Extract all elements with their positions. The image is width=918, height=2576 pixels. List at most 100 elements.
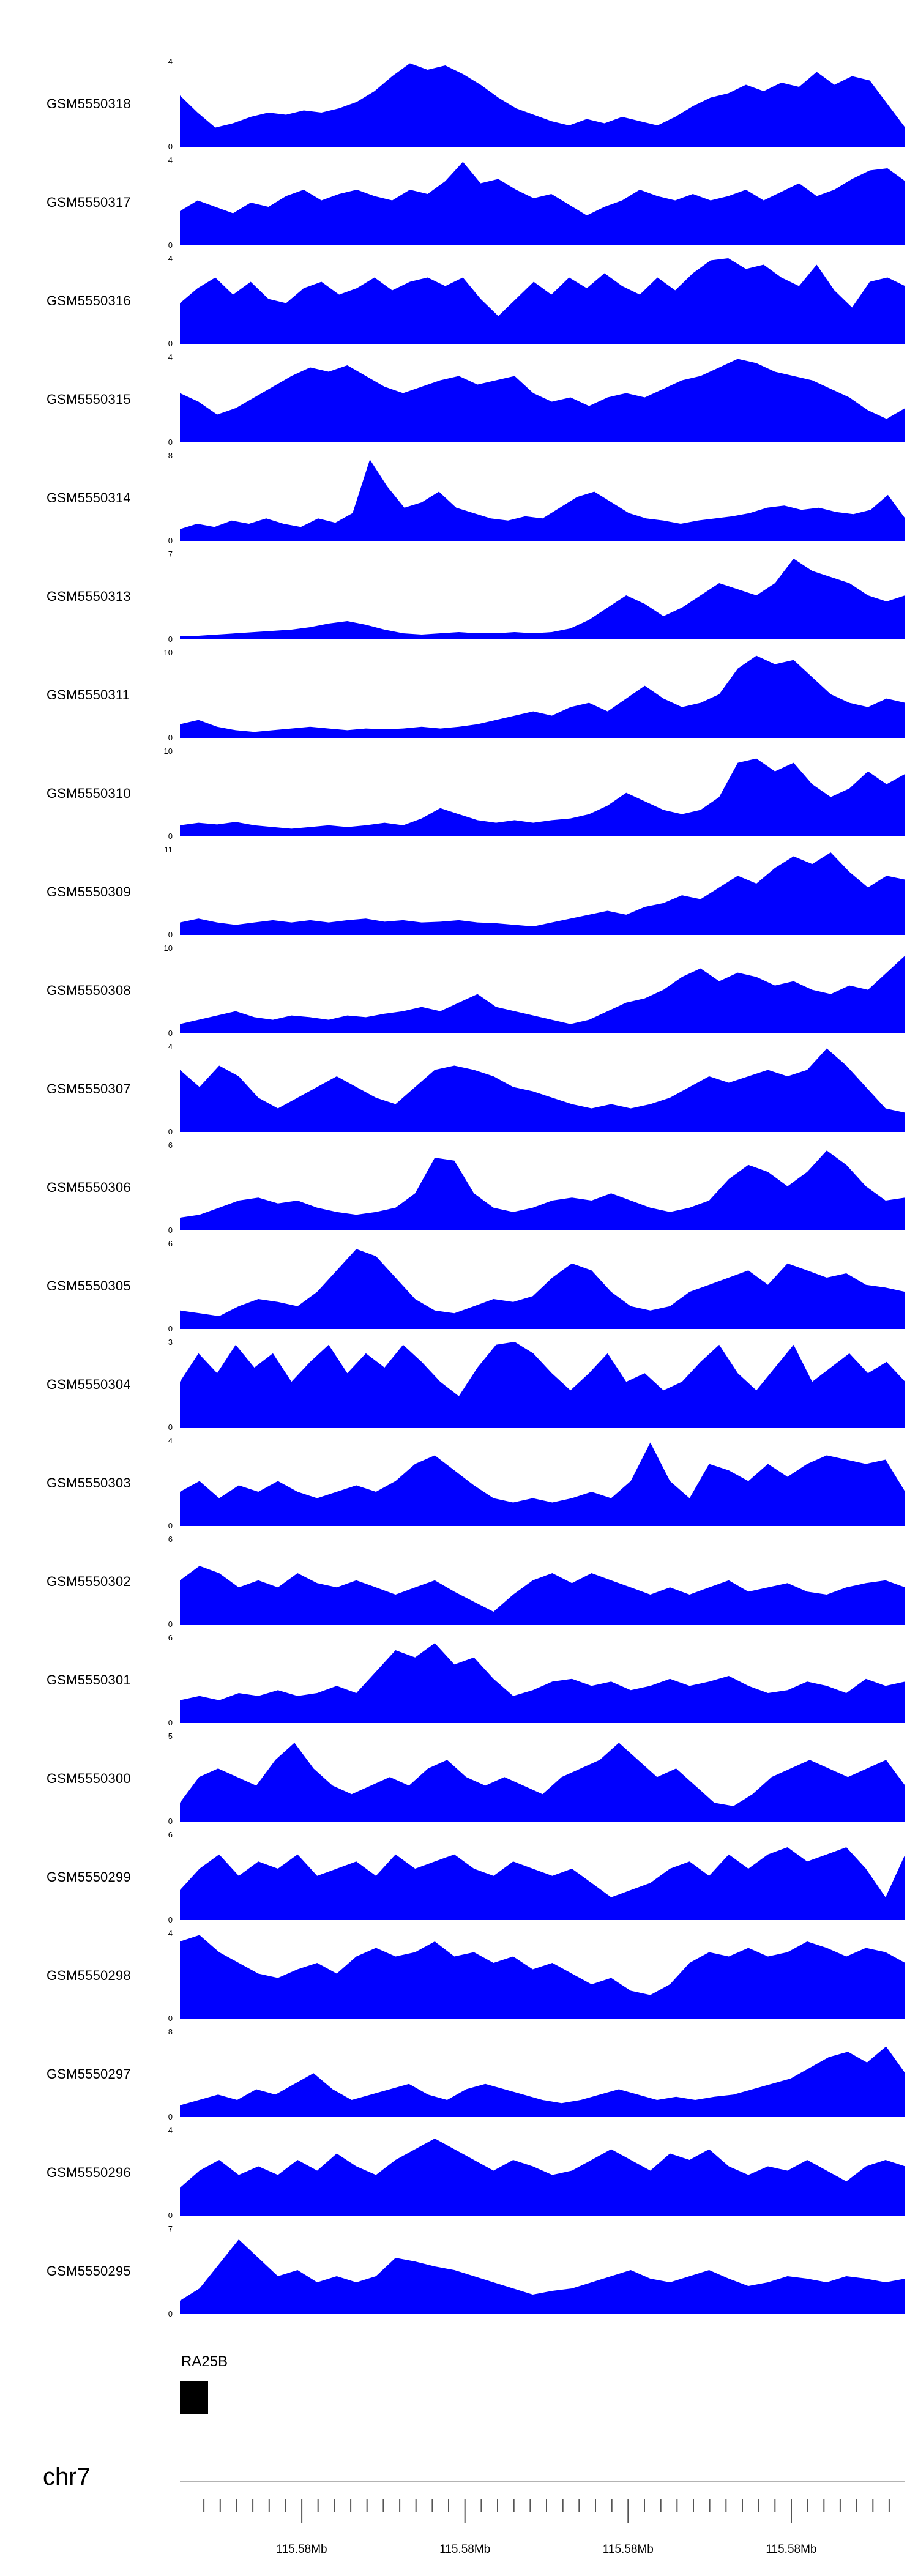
coverage-area-shape: [180, 1643, 905, 1723]
track-ymin-label: 0: [168, 733, 173, 742]
axis-tick-label: 115.58Mb: [276, 2543, 327, 2556]
track-row: GSM5550301 6 0: [0, 1633, 918, 1727]
coverage-area-shape: [180, 1566, 905, 1625]
track-ymin-label: 0: [168, 1817, 173, 1826]
track-ymax-label: 4: [168, 155, 173, 165]
track-sample-label: GSM5550309: [47, 884, 131, 899]
coverage-plot: [180, 455, 905, 541]
coverage-area-shape: [180, 359, 905, 442]
axis-ruler-ticks: [203, 2499, 890, 2523]
track-row: GSM5550315 4 0: [0, 353, 918, 446]
coverage-area-shape: [180, 1048, 905, 1132]
track-sample-label: GSM5550306: [47, 1180, 131, 1195]
track-ymin-label: 0: [168, 339, 173, 348]
track-sample-label: GSM5550301: [47, 1672, 131, 1688]
track-ymin-label: 0: [168, 536, 173, 545]
coverage-area-shape: [180, 1249, 905, 1329]
track-row: GSM5550302 6 0: [0, 1535, 918, 1629]
track-ymax-label: 6: [168, 1830, 173, 1839]
coverage-area-shape: [180, 2239, 905, 2314]
track-ymin-label: 0: [168, 1029, 173, 1038]
coverage-plot: [180, 849, 905, 935]
coverage-area-shape: [180, 2046, 905, 2117]
track-row: GSM5550297 8 0: [0, 2027, 918, 2121]
track-sample-label: GSM5550305: [47, 1278, 131, 1294]
track-sample-label: GSM5550314: [47, 490, 131, 505]
coverage-area-shape: [180, 758, 905, 836]
coverage-area-shape: [180, 655, 905, 738]
track-ymin-label: 0: [168, 635, 173, 644]
coverage-area-shape: [180, 460, 905, 541]
track-ymin-label: 0: [168, 1226, 173, 1235]
track-sample-label: GSM5550318: [47, 96, 131, 111]
track-row: GSM5550316 4 0: [0, 255, 918, 348]
coverage-area-shape: [180, 2139, 905, 2216]
track-ymin-label: 0: [168, 832, 173, 841]
coverage-area-shape: [180, 258, 905, 344]
track-row: GSM5550305 6 0: [0, 1239, 918, 1333]
track-row: GSM5550311 10 0: [0, 648, 918, 742]
coverage-plot: [180, 2228, 905, 2314]
track-ymax-label: 3: [168, 1338, 173, 1347]
track-sample-label: GSM5550298: [47, 1968, 131, 1983]
track-ymin-label: 0: [168, 1324, 173, 1333]
track-sample-label: GSM5550307: [47, 1081, 131, 1096]
track-ymin-label: 0: [168, 437, 173, 447]
coverage-plot: [180, 1046, 905, 1132]
track-sample-label: GSM5550303: [47, 1475, 131, 1491]
coverage-plot: [180, 751, 905, 836]
track-ymax-label: 4: [168, 57, 173, 66]
track-ymax-label: 8: [168, 2027, 173, 2036]
track-sample-label: GSM5550300: [47, 1771, 131, 1786]
track-ymin-label: 0: [168, 2211, 173, 2220]
coverage-plot: [180, 1440, 905, 1526]
coverage-plot: [180, 2031, 905, 2117]
track-row: GSM5550314 8 0: [0, 452, 918, 545]
coverage-plot: [180, 948, 905, 1033]
track-sample-label: GSM5550304: [47, 1377, 131, 1392]
track-ymax-label: 4: [168, 1436, 173, 1445]
coverage-plot: [180, 357, 905, 442]
track-sample-label: GSM5550317: [47, 195, 131, 210]
track-row: GSM5550296 4 0: [0, 2126, 918, 2220]
track-ymax-label: 6: [168, 1633, 173, 1642]
coverage-area-shape: [180, 1847, 905, 1920]
track-row: GSM5550317 4 0: [0, 156, 918, 249]
track-row: GSM5550307 4 0: [0, 1043, 918, 1136]
track-ymin-label: 0: [168, 1521, 173, 1530]
track-ymin-label: 0: [168, 240, 173, 250]
track-ymin-label: 0: [168, 1620, 173, 1629]
coverage-plot: [180, 1834, 905, 1920]
coverage-area-shape: [180, 955, 905, 1033]
axis-baseline: [180, 2481, 905, 2482]
coverage-area-shape: [180, 1442, 905, 1526]
gene-name-label: RA25B: [181, 2353, 228, 2370]
coverage-plot: [180, 1342, 905, 1428]
coverage-plot: [180, 258, 905, 344]
coverage-plot: [180, 1933, 905, 2019]
track-ymax-label: 10: [163, 648, 173, 657]
coverage-plot: [180, 1637, 905, 1723]
coverage-area-shape: [180, 1342, 905, 1428]
track-row: GSM5550309 11 0: [0, 846, 918, 939]
track-ymax-label: 10: [163, 746, 173, 756]
coverage-plot: [180, 2130, 905, 2216]
axis-tick-label: 115.58Mb: [766, 2543, 817, 2556]
track-row: GSM5550306 6 0: [0, 1141, 918, 1234]
track-row: GSM5550299 6 0: [0, 1830, 918, 1924]
track-sample-label: GSM5550311: [47, 687, 130, 702]
track-sample-label: GSM5550296: [47, 2165, 131, 2180]
coverage-plot: [180, 160, 905, 245]
coverage-plot: [180, 652, 905, 738]
track-ymax-label: 4: [168, 1929, 173, 1938]
track-ymax-label: 6: [168, 1239, 173, 1248]
track-sample-label: GSM5550299: [47, 1869, 131, 1885]
track-ymin-label: 0: [168, 2112, 173, 2121]
track-sample-label: GSM5550308: [47, 983, 131, 998]
track-ymin-label: 0: [168, 2014, 173, 2023]
track-ymax-label: 10: [163, 944, 173, 953]
track-row: GSM5550295 7 0: [0, 2225, 918, 2318]
track-ymin-label: 0: [168, 1915, 173, 1924]
track-sample-label: GSM5550316: [47, 293, 131, 308]
chromosome-label: chr7: [43, 2463, 91, 2490]
